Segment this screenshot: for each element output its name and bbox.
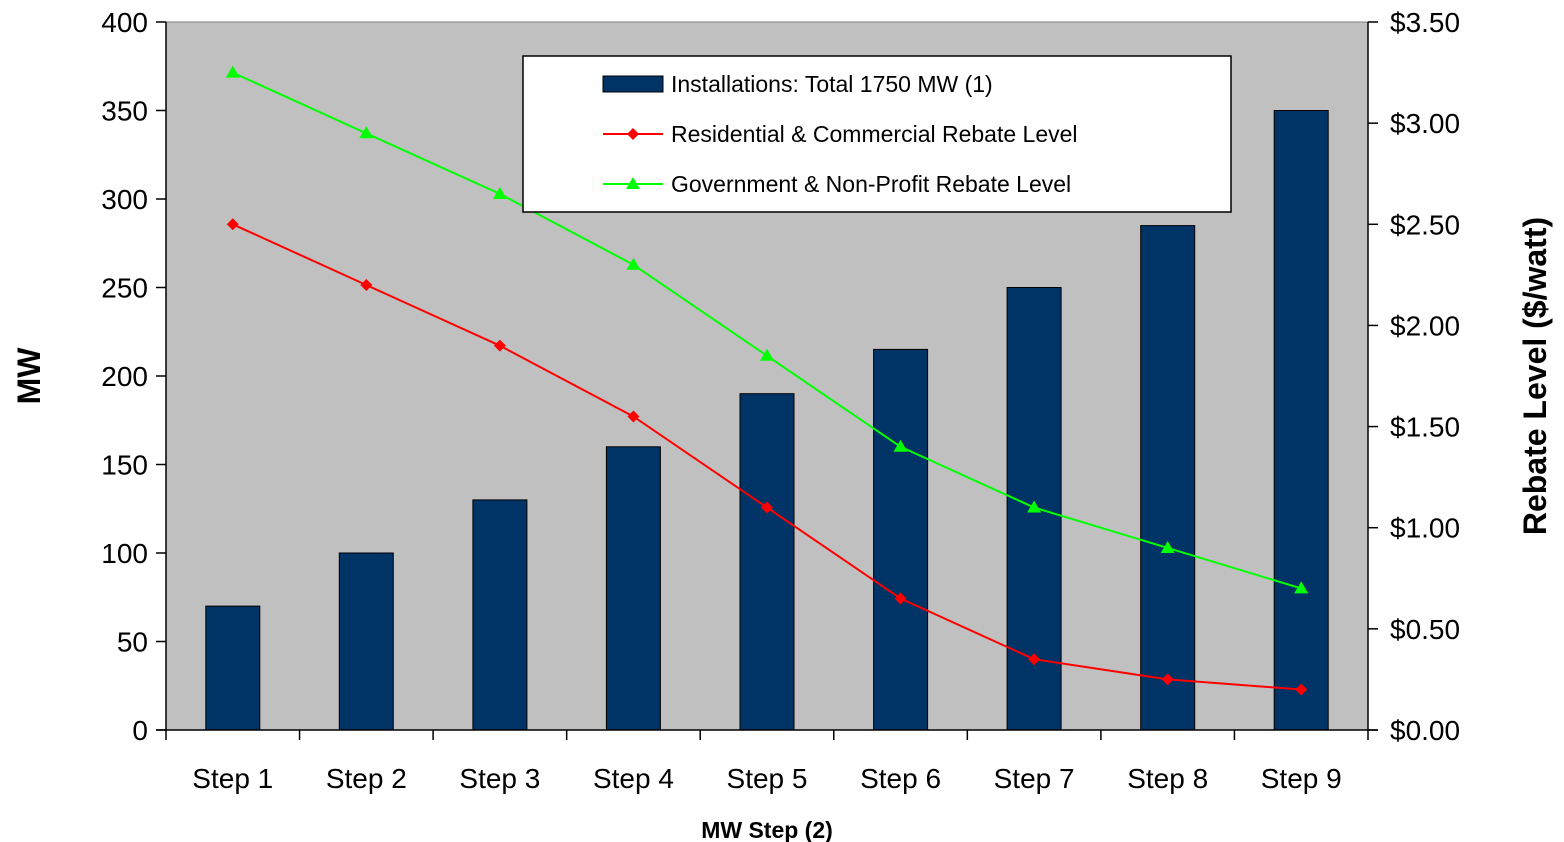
bar xyxy=(1273,110,1329,731)
y-tick-label: 100 xyxy=(101,538,148,569)
diamond-marker xyxy=(1295,683,1308,696)
bar xyxy=(1140,225,1196,731)
triangle-marker xyxy=(1294,581,1309,594)
x-tick-label: Step 6 xyxy=(860,763,941,794)
x-tick-label: Step 9 xyxy=(1261,763,1342,794)
y-tick-label: 50 xyxy=(117,627,148,658)
legend-swatch-bar xyxy=(602,75,664,93)
y2-tick-label: $0.50 xyxy=(1390,614,1460,645)
y2-tick-label: $2.00 xyxy=(1390,310,1460,341)
triangle-marker xyxy=(492,186,507,199)
y2-tick-label: $1.50 xyxy=(1390,412,1460,443)
diamond-marker xyxy=(627,410,640,423)
y2-tick-label: $3.00 xyxy=(1390,108,1460,139)
triangle-marker xyxy=(760,348,774,361)
bar xyxy=(205,605,261,731)
y-axis-title: MW xyxy=(11,347,47,405)
triangle-marker xyxy=(359,126,374,139)
x-tick-label: Step 3 xyxy=(459,763,540,794)
y-tick-label: 200 xyxy=(101,361,148,392)
legend-label: Installations: Total 1750 MW (1) xyxy=(671,71,993,97)
bar xyxy=(739,393,795,731)
y-tick-label: 400 xyxy=(101,7,148,38)
bar xyxy=(873,348,929,731)
y2-tick-label: $2.50 xyxy=(1390,209,1460,240)
legend-label: Government & Non-Profit Rebate Level xyxy=(671,171,1071,197)
triangle-marker xyxy=(893,439,908,452)
y2-tick-label: $0.00 xyxy=(1390,715,1460,746)
bar xyxy=(472,499,528,731)
diamond-marker xyxy=(761,501,773,514)
legend-label: Residential & Commercial Rebate Level xyxy=(671,121,1078,147)
x-tick-label: Step 7 xyxy=(994,763,1075,794)
triangle-marker xyxy=(626,257,641,270)
x-axis-title: MW Step (2) xyxy=(701,817,833,842)
y-tick-label: 250 xyxy=(101,273,148,304)
triangle-marker xyxy=(1027,500,1042,513)
x-tick-label: Step 1 xyxy=(192,763,273,794)
x-tick-label: Step 2 xyxy=(326,763,407,794)
diamond-marker xyxy=(894,592,907,605)
x-tick-label: Step 4 xyxy=(593,763,674,794)
diamond-marker xyxy=(493,339,506,352)
diamond-marker xyxy=(226,218,239,231)
legend-diamond-marker xyxy=(627,128,639,140)
triangle-marker xyxy=(225,65,240,78)
y2-tick-label: $3.50 xyxy=(1390,7,1460,38)
x-tick-label: Step 5 xyxy=(727,763,808,794)
bar xyxy=(338,552,394,731)
y-tick-label: 350 xyxy=(101,96,148,127)
diamond-marker xyxy=(360,278,373,291)
legend-triangle-marker xyxy=(626,177,640,189)
y2-tick-label: $1.00 xyxy=(1390,513,1460,544)
y-tick-label: 0 xyxy=(132,715,148,746)
y2-axis-title: Rebate Level ($/watt) xyxy=(1517,217,1553,535)
x-tick-label: Step 8 xyxy=(1127,763,1208,794)
triangle-marker xyxy=(1160,540,1175,553)
y-tick-label: 300 xyxy=(101,184,148,215)
y-tick-label: 150 xyxy=(101,450,148,481)
bar xyxy=(605,446,661,731)
diamond-marker xyxy=(1161,673,1174,686)
diamond-marker xyxy=(1028,653,1041,666)
